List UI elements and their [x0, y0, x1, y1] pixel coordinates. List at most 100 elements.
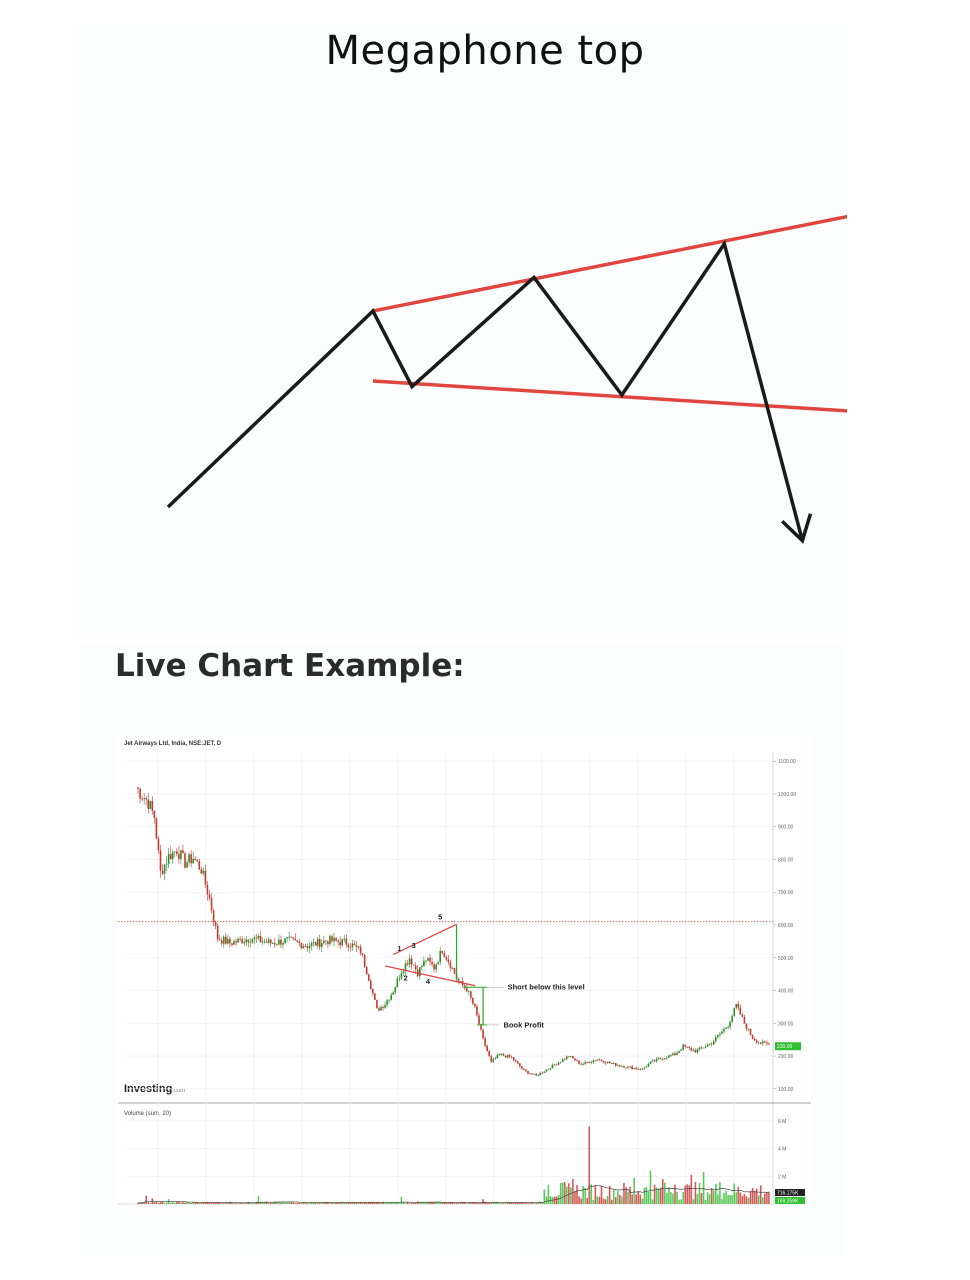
candle-body — [621, 1066, 623, 1067]
candle-body — [169, 853, 172, 860]
volume-bar — [404, 1203, 407, 1204]
candle-body — [198, 861, 201, 870]
candle-body — [220, 940, 223, 944]
volume-bar — [141, 1202, 143, 1204]
candle-body — [592, 1060, 595, 1063]
volume-bar — [320, 1203, 323, 1204]
candle-body — [214, 921, 217, 926]
candle-body — [625, 1067, 627, 1069]
volume-bar — [543, 1189, 546, 1204]
candle-body — [439, 950, 442, 963]
candle-body — [584, 1061, 586, 1064]
volume-bar — [617, 1190, 619, 1204]
volume-bar — [441, 1202, 444, 1204]
volume-bar — [459, 1202, 462, 1204]
volume-bar — [355, 1202, 358, 1204]
candle-body — [614, 1063, 617, 1066]
candle-body — [394, 986, 397, 993]
volume-bar — [265, 1201, 268, 1204]
candle-body — [463, 985, 466, 988]
candle-body — [241, 939, 243, 944]
volume-bar — [563, 1182, 566, 1204]
last-price-tag-label: 230.00 — [777, 1044, 793, 1050]
candle-body — [684, 1044, 687, 1047]
candle-body — [265, 941, 268, 943]
volume-bar — [678, 1199, 680, 1204]
volume-bar — [408, 1203, 411, 1204]
volume-bar — [418, 1202, 421, 1204]
candle-body — [363, 955, 366, 967]
candle-body — [525, 1069, 527, 1072]
candle-body — [690, 1047, 693, 1051]
candle-body — [229, 938, 231, 944]
candle-body — [449, 962, 452, 969]
section-heading: Live Chart Example: — [115, 648, 465, 684]
candle-body — [510, 1056, 513, 1058]
volume-bar — [416, 1201, 419, 1204]
candle-body — [200, 869, 203, 874]
volume-bar — [196, 1202, 199, 1204]
candle-body — [651, 1060, 654, 1062]
volume-bar — [488, 1202, 491, 1204]
volume-bar — [414, 1202, 417, 1204]
volume-ma-tag — [775, 1197, 805, 1204]
volume-bar — [386, 1201, 388, 1204]
candle-body — [519, 1063, 521, 1067]
pattern-lower-line — [384, 965, 476, 987]
candle-body — [296, 940, 299, 942]
volume-bar — [263, 1201, 266, 1204]
candle-body — [478, 1015, 480, 1025]
candle-body — [192, 858, 194, 864]
candle-body — [316, 938, 319, 946]
volume-bar — [345, 1203, 348, 1204]
price-tick-label: 300.00 — [778, 1021, 794, 1027]
volume-bar — [592, 1199, 595, 1204]
candle-body — [259, 935, 262, 943]
candle-body — [727, 1026, 729, 1028]
price-tick-label: 400.00 — [778, 989, 794, 995]
volume-bar — [768, 1191, 770, 1204]
candle-body — [731, 1015, 733, 1022]
volume-bar — [723, 1193, 725, 1204]
candle-body — [167, 853, 170, 864]
volume-bar — [339, 1202, 341, 1204]
volume-bar — [388, 1202, 390, 1204]
volume-bar — [253, 1202, 256, 1204]
candle-body — [149, 801, 152, 809]
volume-bar — [188, 1202, 190, 1204]
volume-bar — [390, 1202, 393, 1204]
volume-bar — [467, 1201, 470, 1204]
volume-bar — [406, 1202, 409, 1204]
volume-tick-label: 4 M — [778, 1147, 786, 1153]
volume-bar — [380, 1202, 382, 1204]
candle-body — [398, 978, 401, 980]
candle-body — [747, 1028, 750, 1030]
candle-body — [563, 1059, 566, 1061]
volume-bar — [306, 1203, 309, 1204]
volume-bar — [747, 1197, 750, 1204]
volume-bar — [363, 1202, 366, 1204]
candle-body — [451, 968, 454, 969]
volume-tag-label: 716.175K — [777, 1191, 799, 1197]
candle-body — [474, 1003, 476, 1007]
volume-bar — [649, 1170, 652, 1204]
volume-bar — [731, 1195, 733, 1204]
diagram-title: Megaphone top — [325, 28, 645, 74]
candle-body — [672, 1053, 674, 1056]
candle-body — [323, 940, 325, 944]
volume-bar — [749, 1191, 752, 1204]
volume-bar — [308, 1202, 311, 1204]
candle-body — [457, 978, 460, 983]
candle-body — [639, 1069, 642, 1070]
volume-bar — [378, 1202, 380, 1204]
volume-bar — [227, 1202, 229, 1204]
volume-bar — [492, 1201, 495, 1204]
price-tick-label: 600.00 — [778, 923, 794, 929]
candle-body — [235, 941, 237, 943]
volume-bar — [163, 1203, 166, 1204]
volume-bar — [202, 1201, 205, 1204]
volume-bar — [478, 1202, 480, 1204]
candle-body — [653, 1060, 656, 1062]
candle-body — [541, 1072, 544, 1074]
candle-body — [645, 1066, 648, 1068]
